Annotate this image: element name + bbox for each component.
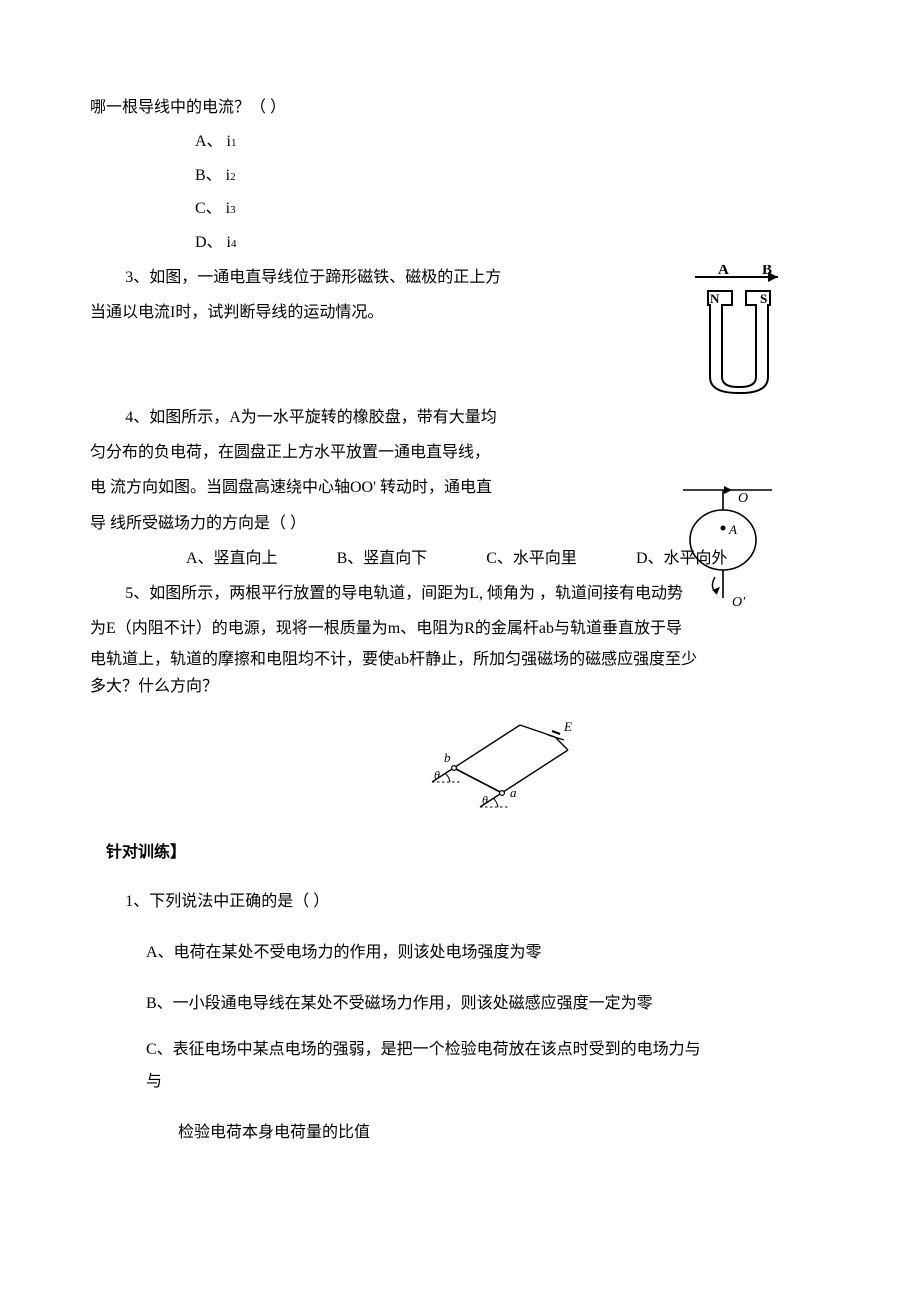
- label-A-disk: A: [728, 522, 737, 537]
- q2-opt-b: B、 i2: [195, 159, 830, 193]
- label-a: a: [510, 785, 517, 800]
- label-S: S: [760, 291, 767, 306]
- q4-opt-b: B、竖直向下: [337, 541, 428, 576]
- q4-line2: 匀分布的负电荷，在圆盘正上方水平放置一通电直导线，: [90, 435, 830, 470]
- q2-opt-c-sub: 3: [230, 204, 236, 216]
- q5-line2: 为E（内阻不计）的电源，现将一根质量为m、电阻为R的金属杆ab与轨道垂直放于导: [90, 611, 830, 646]
- practice-q1: 1、下列说法中正确的是（ ）: [90, 884, 830, 919]
- p1-opt-c: C、表征电场中某点电场的强弱，是把一个检验电荷放在该点时受到的电场力与: [90, 1037, 830, 1063]
- p1-opt-c2: 与: [90, 1069, 830, 1095]
- label-O: O: [738, 491, 748, 506]
- document-content: 哪一根导线中的电流？（ ） A、 i1 B、 i2 C、 i3 D、 i4 3、…: [90, 90, 830, 1150]
- q2-tail: 哪一根导线中的电流？（ ）: [90, 90, 830, 125]
- q2-options: A、 i1 B、 i2 C、 i3 D、 i4: [90, 125, 830, 259]
- p1-opt-a: A、电荷在某处不受电场力的作用，则该处电场强度为零: [90, 935, 830, 970]
- label-Oprime: O': [732, 595, 746, 610]
- q4-line1: 4、如图所示，A为一水平旋转的橡胶盘，带有大量均: [90, 400, 830, 435]
- figure-inclined-rails: E b a θ θ: [420, 707, 590, 817]
- q2-opt-d-text: D、 i: [195, 234, 231, 251]
- figure-rotating-disk: O A O': [677, 480, 782, 615]
- label-E: E: [563, 719, 572, 734]
- q2-opt-d-sub: 4: [231, 238, 237, 250]
- q2-opt-a: A、 i1: [195, 125, 830, 159]
- q5-line4: 多大？什么方向？: [90, 673, 830, 700]
- figure-horseshoe-magnet: A B N S: [690, 265, 790, 395]
- q2-opt-b-sub: 2: [230, 171, 236, 183]
- label-B: B: [762, 265, 772, 278]
- q4-opt-a: A、竖直向上: [186, 541, 278, 576]
- label-A: A: [718, 265, 729, 278]
- q2-opt-a-text: A、 i: [195, 133, 231, 150]
- label-b: b: [444, 750, 451, 765]
- label-theta2: θ: [482, 793, 488, 807]
- q2-opt-a-sub: 1: [231, 137, 237, 149]
- label-N: N: [710, 291, 720, 306]
- p1-opt-c-cont: 检验电荷本身电荷量的比值: [90, 1115, 830, 1150]
- p1-opt-b: B、一小段通电导线在某处不受磁场力作用，则该处磁感应强度一定为零: [90, 986, 830, 1021]
- label-theta1: θ: [434, 768, 440, 782]
- section-title: 针对训练】: [90, 835, 830, 870]
- q2-opt-c: C、 i3: [195, 192, 830, 226]
- q5-line3: 电轨道上，轨道的摩擦和电阻均不计，要使ab杆静止，所加匀强磁场的磁感应强度至少: [90, 646, 830, 673]
- q2-opt-d: D、 i4: [195, 226, 830, 260]
- q2-opt-b-text: B、 i: [195, 167, 230, 184]
- q2-opt-c-text: C、 i: [195, 200, 230, 217]
- q4-opt-c: C、水平向里: [486, 541, 577, 576]
